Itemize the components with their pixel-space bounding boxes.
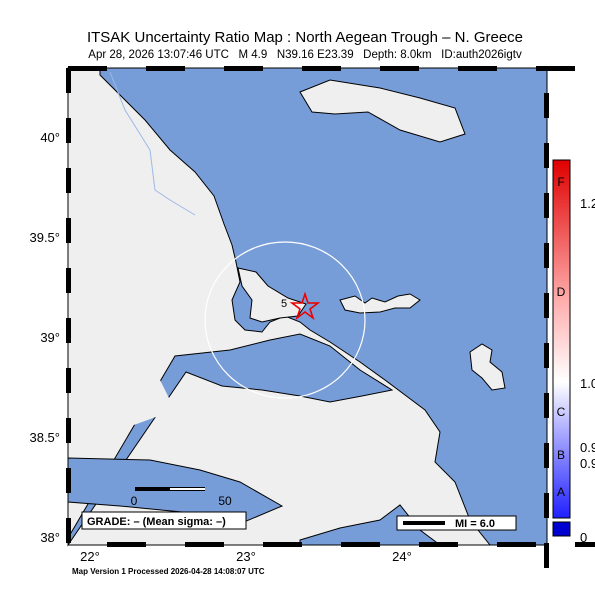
frame-bar <box>544 343 549 368</box>
lon-label: 23° <box>236 549 256 564</box>
colorbar-scale <box>552 159 571 519</box>
colorbar-labels: F D C B A 1.2 1.0 0.90.9 0 <box>557 175 595 545</box>
colorbar-label: 1.0 <box>580 376 595 391</box>
map-area: 5 0 50 GRADE: – (Mean sigma: –) MI = 6.0 <box>67 67 548 547</box>
mi: MI = 6.0 <box>455 518 495 530</box>
title: ITSAK Uncertainty Ratio Map : North Aege… <box>87 29 523 46</box>
frame-bar <box>544 243 549 268</box>
frame-bar <box>66 518 71 543</box>
island <box>299 79 466 143</box>
frame-bar <box>66 168 71 193</box>
scale-label: 50 <box>218 494 232 508</box>
frame-bar <box>544 393 549 418</box>
frame-bar <box>380 66 419 71</box>
frame-bar <box>263 542 302 547</box>
colorbar: F D C B A 1.2 1.0 0.90.9 0 <box>552 159 595 545</box>
frame-bar <box>544 93 549 118</box>
frame-bar <box>544 193 549 218</box>
grade-box <box>81 511 247 530</box>
land <box>68 380 175 430</box>
colorbar-label: 0 <box>580 530 587 545</box>
lat-label: 38° <box>40 530 60 545</box>
frame-bar <box>544 443 549 468</box>
frame-bar <box>66 318 71 343</box>
frame-bar <box>544 293 549 318</box>
colorbar-letter: F <box>557 175 564 189</box>
frame-bar <box>66 468 71 493</box>
peninsula <box>237 267 307 323</box>
colorbar-letter: B <box>557 448 565 462</box>
frame-bar <box>107 542 146 547</box>
frame-bar <box>185 542 224 547</box>
river <box>109 71 196 216</box>
lon-label: 22° <box>80 549 100 564</box>
colorbar-box <box>552 521 571 537</box>
frame-bar <box>497 542 536 547</box>
mi-bar <box>403 521 445 525</box>
frame-bar <box>224 66 263 71</box>
frame-bar <box>419 542 458 547</box>
island <box>469 343 506 391</box>
colorbar-label: 0.9 <box>580 440 595 455</box>
frame-bar <box>544 493 549 518</box>
colorbar-letter: D <box>557 285 566 299</box>
colorbar-letter: C <box>557 405 566 419</box>
subtitle: Apr 28, 2026 13:07:46 UTC M 4.9 N39.16 E… <box>88 49 522 61</box>
frame-bar <box>66 68 71 93</box>
axis-labels: 40° 39.5° 39° 38.5° 38° 22° 23° 24° <box>29 130 411 564</box>
island <box>339 293 421 314</box>
colorbar-label: 1.2 <box>580 196 595 211</box>
epicenter <box>289 291 321 321</box>
lat-label: 39.5° <box>29 230 60 245</box>
colorbar-label: 0.9 <box>580 456 595 471</box>
frame <box>66 66 595 568</box>
scale-label: 0 <box>131 494 138 508</box>
frame-bar <box>302 66 341 71</box>
frame-bar <box>68 66 107 71</box>
lat-label: 39° <box>40 330 60 345</box>
lon-label: 24° <box>392 549 412 564</box>
mi-box <box>396 515 517 531</box>
colorbar-letter: A <box>557 485 565 499</box>
frame-bar <box>544 543 549 568</box>
contour-label: 5 <box>281 298 287 310</box>
frame-bar <box>544 143 549 168</box>
gulf <box>67 333 394 547</box>
scale-bar <box>170 488 205 490</box>
frame-bar <box>66 118 71 143</box>
frame-bar <box>66 418 71 443</box>
contour <box>204 241 366 399</box>
frame-bar <box>458 66 497 71</box>
frame-bar <box>146 66 185 71</box>
lat-label: 38.5° <box>29 430 60 445</box>
frame-bar <box>341 542 380 547</box>
frame-bar <box>575 542 595 547</box>
lat-label: 40° <box>40 130 60 145</box>
footer: Map Version 1 Processed 2026-04-28 14:08… <box>72 567 265 576</box>
frame-bar <box>66 368 71 393</box>
frame-bar <box>66 268 71 293</box>
frame-bar <box>536 66 575 71</box>
frame-bar <box>66 218 71 243</box>
grade: GRADE: – (Mean sigma: –) <box>87 516 226 528</box>
